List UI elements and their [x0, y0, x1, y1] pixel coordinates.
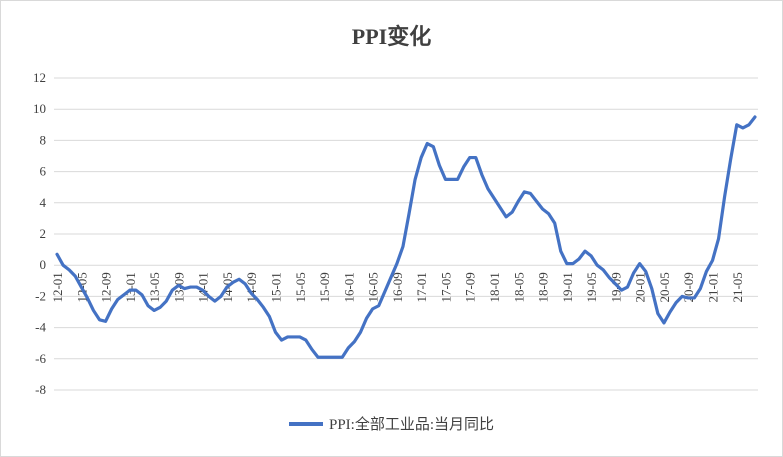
y-tick-label: 10 — [33, 101, 46, 116]
legend-label: PPI:全部工业品:当月同比 — [328, 417, 494, 433]
x-tick-label: 17-09 — [463, 272, 478, 302]
y-tick-label: 8 — [40, 132, 47, 147]
y-tick-label: -6 — [35, 351, 46, 366]
x-tick-label: 21-05 — [730, 272, 745, 302]
x-axis-ticks: 12-01 12-05 12-09 13-01 13-05 13-09 14-01 14-05… — [50, 272, 745, 302]
x-tick-label: 19-01 — [560, 272, 575, 302]
y-tick-label: 4 — [40, 195, 47, 210]
x-tick-label: 13-05 — [147, 272, 162, 302]
y-tick-label: -4 — [35, 320, 46, 335]
x-tick-label: 15-01 — [269, 272, 284, 302]
y-tick-label: 0 — [40, 257, 47, 272]
x-tick-label: 12-09 — [99, 272, 114, 302]
x-tick-label: 17-01 — [414, 272, 429, 302]
x-tick-label: 18-01 — [487, 272, 502, 302]
series-line-ppi — [55, 115, 757, 359]
x-tick-label: 17-05 — [438, 272, 453, 302]
y-axis-ticks: -8 -6 -4 -2 0 2 4 6 8 10 12 — [33, 70, 47, 397]
x-tick-label: 12-01 — [50, 272, 65, 302]
x-tick-label: 20-09 — [681, 272, 696, 302]
y-tick-label: 6 — [40, 164, 47, 179]
x-tick-label: 13-01 — [123, 272, 138, 302]
x-tick-label: 16-05 — [366, 272, 381, 302]
gridlines — [54, 77, 758, 391]
legend-swatch — [288, 421, 323, 426]
y-tick-label: -8 — [35, 382, 46, 397]
x-tick-label: 15-09 — [317, 272, 332, 302]
x-tick-label: 16-09 — [390, 272, 405, 302]
chart-title: PPI变化 — [351, 24, 432, 49]
x-tick-label: 20-01 — [633, 272, 648, 302]
x-tick-label: 15-05 — [293, 272, 308, 302]
x-tick-label: 14-09 — [244, 272, 259, 302]
y-tick-label: 12 — [33, 70, 46, 85]
x-tick-label: 21-01 — [705, 272, 720, 302]
x-tick-label: 16-01 — [341, 272, 356, 302]
x-tick-label: 18-09 — [536, 272, 551, 302]
y-tick-label: 2 — [40, 226, 47, 241]
x-tick-label: 18-05 — [511, 272, 526, 302]
y-tick-label: -2 — [35, 288, 46, 303]
x-tick-label: 20-05 — [657, 272, 672, 302]
x-tick-label: 19-05 — [584, 272, 599, 302]
legend: PPI:全部工业品:当月同比 — [1, 413, 782, 434]
